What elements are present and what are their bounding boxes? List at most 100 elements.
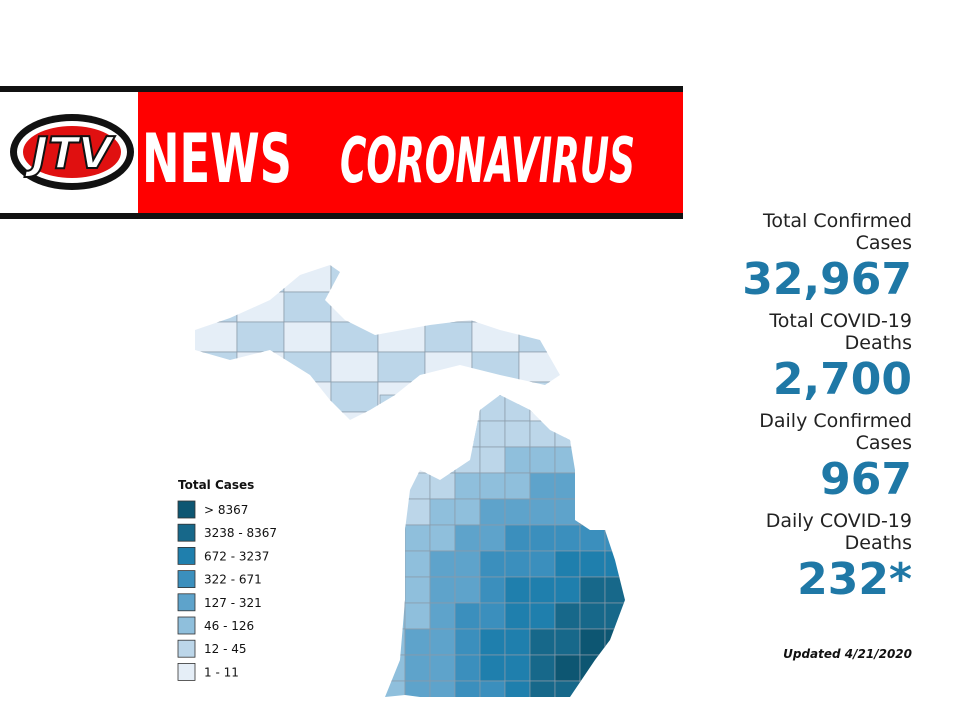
county — [404, 472, 431, 500]
county — [504, 654, 531, 682]
county — [504, 602, 531, 630]
county — [529, 472, 556, 500]
county — [330, 411, 379, 443]
county — [554, 602, 581, 630]
county — [404, 394, 431, 422]
legend-label: 127 - 321 — [204, 596, 262, 610]
county — [429, 446, 456, 474]
county — [195, 291, 238, 323]
county — [554, 550, 581, 578]
county — [454, 680, 481, 697]
county — [479, 550, 506, 578]
county — [379, 472, 406, 500]
county — [404, 550, 431, 578]
county — [579, 498, 606, 526]
county — [377, 321, 426, 353]
county — [604, 472, 625, 500]
county — [424, 411, 473, 443]
county — [604, 420, 625, 448]
county — [404, 628, 431, 656]
stat-label: Daily COVID-19 Deaths — [765, 510, 912, 554]
county — [504, 550, 531, 578]
county — [504, 394, 531, 422]
county — [471, 321, 520, 353]
county — [565, 265, 614, 293]
county — [518, 265, 567, 293]
county — [195, 265, 238, 293]
county — [429, 420, 456, 448]
county — [429, 654, 456, 682]
county — [236, 351, 285, 383]
county — [454, 420, 481, 448]
county — [195, 381, 238, 413]
county — [471, 351, 520, 383]
legend-swatch — [177, 639, 196, 658]
legend: > 8367 3238 - 8367 672 - 3237 322 - 671 127 … — [177, 500, 277, 681]
county — [404, 446, 431, 474]
county — [236, 291, 285, 323]
county — [604, 654, 625, 682]
county — [379, 446, 406, 474]
county — [379, 420, 406, 448]
county — [604, 498, 625, 526]
county — [195, 351, 238, 383]
county — [479, 394, 506, 422]
legend-label: 322 - 671 — [204, 573, 262, 587]
stat-label: Daily Confirmed Cases — [759, 410, 912, 454]
county — [429, 524, 456, 552]
county — [554, 420, 581, 448]
county — [379, 498, 406, 526]
banner-red — [138, 92, 683, 213]
stat-value: 32,967 — [742, 254, 912, 305]
county — [529, 628, 556, 656]
county — [529, 602, 556, 630]
county — [604, 394, 625, 422]
county — [554, 472, 581, 500]
county — [454, 394, 481, 422]
county — [579, 628, 606, 656]
county — [529, 680, 556, 697]
county — [424, 351, 473, 383]
county — [454, 628, 481, 656]
county — [479, 680, 506, 697]
county — [454, 602, 481, 630]
county — [377, 291, 426, 323]
county — [429, 498, 456, 526]
county — [330, 265, 379, 293]
stats: Total Confirmed Cases 32,967 Total COVID-1… — [712, 210, 912, 610]
county — [604, 602, 625, 630]
county — [424, 321, 473, 353]
county — [504, 498, 531, 526]
legend-label: 46 - 126 — [204, 619, 254, 633]
county — [379, 550, 406, 578]
county — [579, 550, 606, 578]
county — [424, 265, 473, 293]
county — [604, 680, 625, 697]
county — [529, 394, 556, 422]
county — [504, 680, 531, 697]
county — [565, 411, 614, 443]
county — [429, 680, 456, 697]
county — [454, 654, 481, 682]
legend-swatch — [177, 523, 196, 542]
county — [565, 291, 614, 323]
county — [471, 291, 520, 323]
county — [604, 446, 625, 474]
legend-swatch — [177, 663, 196, 681]
county — [554, 576, 581, 604]
county — [471, 265, 520, 293]
county — [579, 420, 606, 448]
county — [424, 291, 473, 323]
county — [604, 628, 625, 656]
county — [579, 472, 606, 500]
legend-swatch — [177, 547, 196, 565]
county — [579, 524, 606, 552]
county — [330, 351, 379, 383]
county — [554, 680, 581, 697]
county — [504, 446, 531, 474]
county — [404, 498, 431, 526]
county — [529, 446, 556, 474]
legend-swatch — [177, 500, 196, 519]
